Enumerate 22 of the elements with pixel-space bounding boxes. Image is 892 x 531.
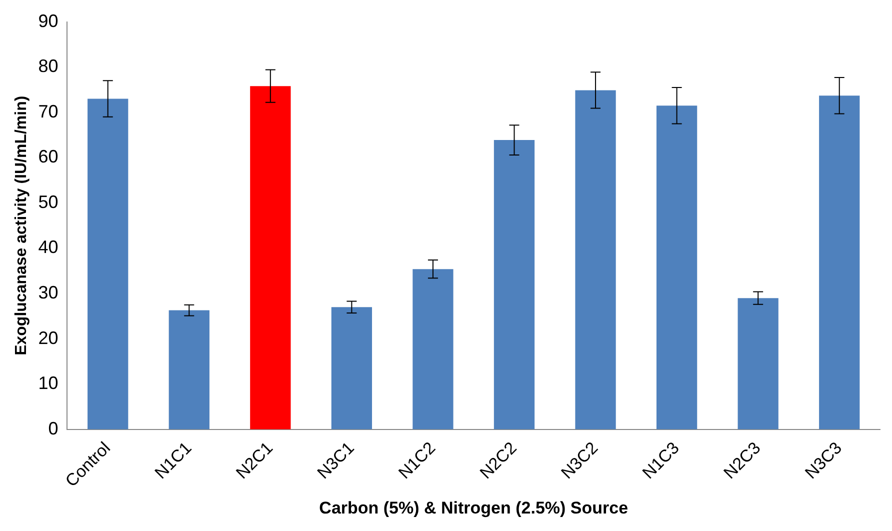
y-tick-label: 20 bbox=[38, 328, 58, 348]
y-tick-label: 90 bbox=[38, 10, 58, 31]
bar bbox=[168, 310, 210, 430]
x-axis-title: Carbon (5%) & Nitrogen (2.5%) Source bbox=[319, 498, 628, 518]
bar bbox=[575, 90, 616, 430]
bar bbox=[331, 307, 372, 430]
y-tick-label: 0 bbox=[48, 418, 58, 438]
bar bbox=[738, 298, 778, 430]
y-axis-title: Exoglucanase activity (IU/mL/min) bbox=[13, 96, 30, 356]
bar bbox=[494, 140, 535, 430]
bar bbox=[412, 269, 454, 430]
bar bbox=[88, 98, 128, 430]
y-tick-label: 70 bbox=[38, 101, 58, 122]
y-tick-label: 40 bbox=[38, 237, 58, 258]
bar bbox=[656, 106, 698, 430]
y-tick-label: 10 bbox=[38, 373, 58, 394]
y-tick-label: 60 bbox=[38, 146, 58, 167]
bar bbox=[250, 86, 291, 430]
bar bbox=[819, 96, 860, 430]
y-tick-label: 50 bbox=[38, 192, 58, 212]
y-tick-label: 30 bbox=[38, 282, 58, 303]
y-tick-label: 80 bbox=[38, 56, 58, 76]
